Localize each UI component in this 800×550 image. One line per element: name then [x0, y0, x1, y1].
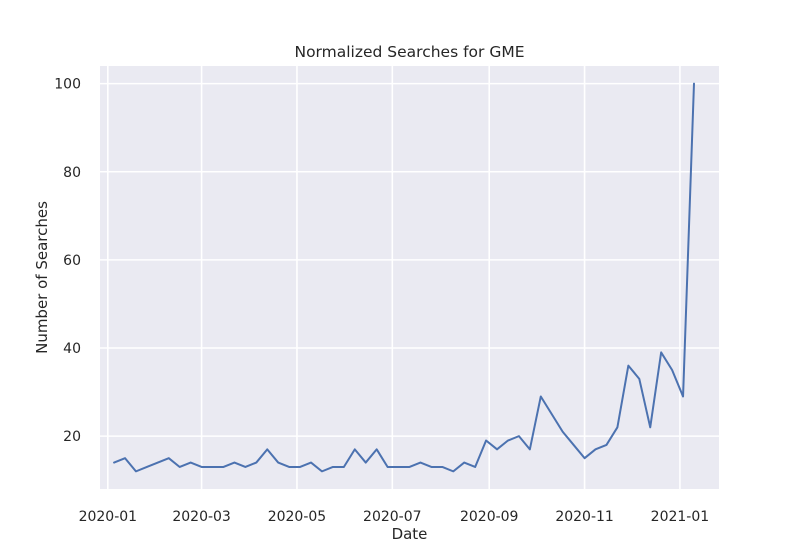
- y-tick-label: 40: [63, 341, 81, 357]
- x-tick-label: 2020-01: [79, 509, 138, 525]
- x-tick-label: 2020-03: [172, 509, 231, 525]
- chart-title: Normalized Searches for GME: [294, 43, 524, 61]
- plot-area: [100, 66, 719, 489]
- grid-lines: [100, 66, 719, 489]
- x-axis-ticks: 2020-01 2020-03 2020-05 2020-07 2020-09 2020-…: [79, 509, 710, 525]
- y-tick-label: 100: [54, 77, 81, 93]
- x-axis-label: Date: [392, 525, 428, 543]
- x-tick-label: 2021-01: [651, 509, 710, 525]
- x-tick-label: 2020-07: [363, 509, 422, 525]
- y-tick-label: 80: [63, 165, 81, 181]
- y-axis-ticks: 20 40 60 80 100: [54, 77, 81, 446]
- series-line-gme-searches: [113, 82, 695, 473]
- y-axis-label: Number of Searches: [33, 201, 51, 354]
- y-tick-label: 20: [63, 429, 81, 445]
- x-tick-label: 2020-11: [555, 509, 614, 525]
- x-tick-label: 2020-05: [268, 509, 327, 525]
- y-tick-label: 60: [63, 253, 81, 269]
- x-tick-label: 2020-09: [460, 509, 519, 525]
